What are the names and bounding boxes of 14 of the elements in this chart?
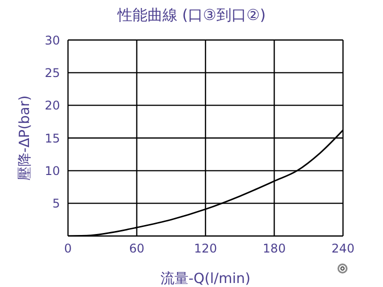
- y-tick-label: 10: [44, 164, 60, 178]
- y-tick-label: 30: [44, 33, 60, 48]
- y-tick-label: 15: [44, 131, 60, 146]
- y-tick-label: 25: [44, 66, 60, 80]
- y-tick-label: 20: [44, 98, 60, 113]
- x-axis-title: 流量-Q(l/min): [160, 271, 251, 287]
- y-tick-label: 5: [52, 196, 60, 211]
- x-tick-label: 120: [194, 242, 217, 256]
- y-axis-title: 壓降-ΔP(bar): [16, 95, 33, 181]
- x-tick-label: 240: [332, 242, 354, 256]
- x-tick-label: 60: [129, 242, 144, 256]
- chart-title: 性能曲線 (口③到口②): [116, 6, 267, 25]
- x-tick-label: 180: [262, 242, 286, 256]
- x-tick-label: 0: [64, 242, 72, 256]
